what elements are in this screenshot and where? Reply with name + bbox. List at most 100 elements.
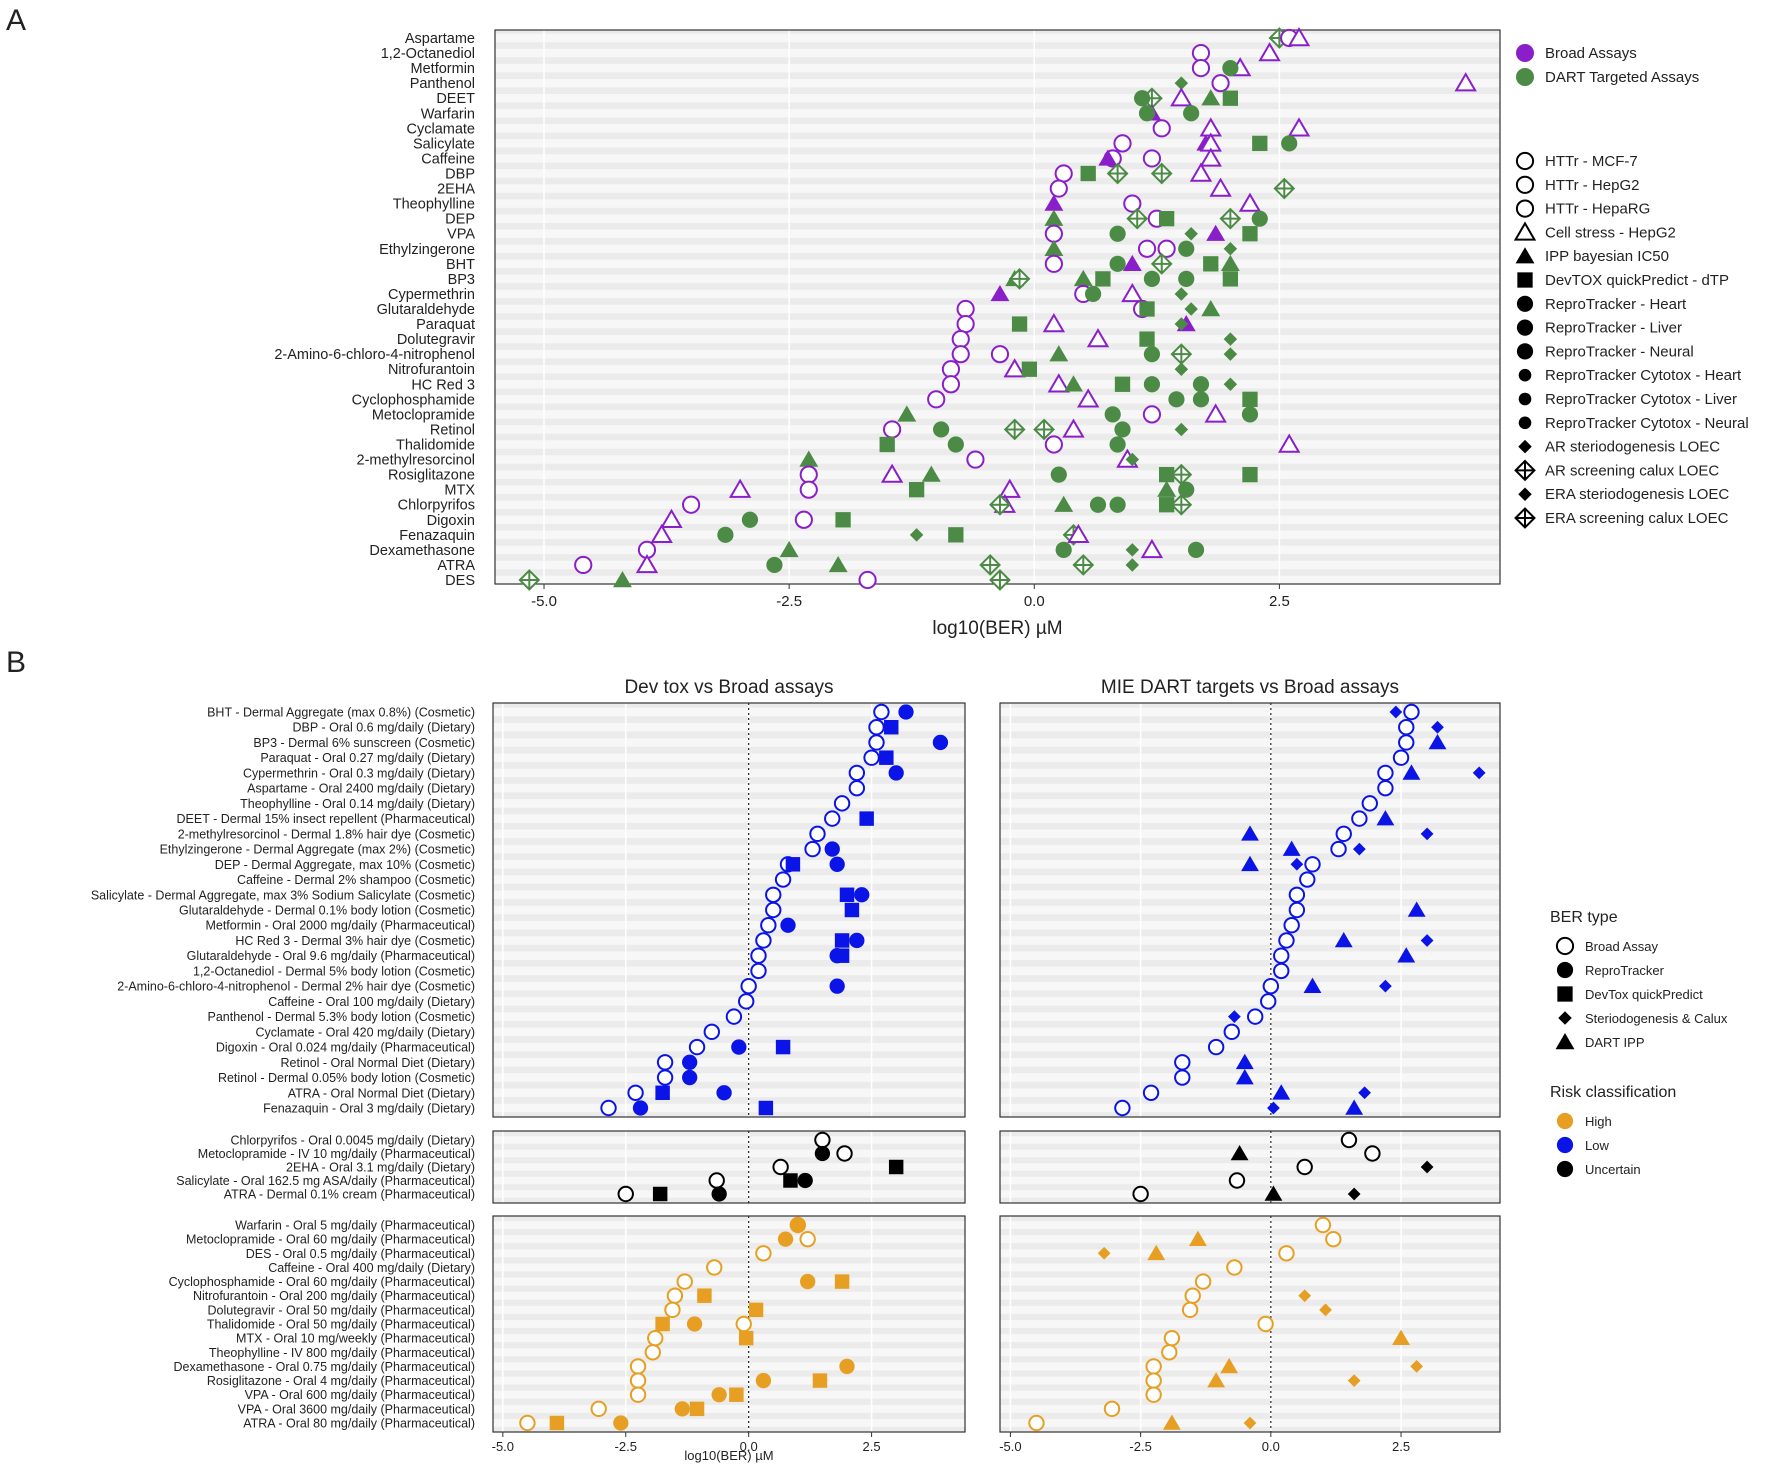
panel-b-dev-point-shape — [780, 917, 796, 933]
panel-b-mie-point — [1319, 1303, 1332, 1317]
panel-b-broad-point-shape — [1335, 825, 1352, 843]
panel-a-point-cypermethrin — [1174, 287, 1189, 301]
panel-b-broad-point — [664, 1301, 681, 1319]
panel-b-broad-point-shape — [735, 1315, 752, 1333]
panel-b-broad-point — [1163, 1329, 1181, 1347]
panel-b-row-band — [493, 1149, 965, 1158]
panel-a-ytick-label: DEET — [436, 91, 475, 107]
panel-a-color-legend-key-shape — [1516, 44, 1534, 62]
panel-b-row-band — [493, 1404, 965, 1413]
panel-b-dev-point — [738, 1330, 754, 1346]
panel-b-broad-point-shape — [1181, 1301, 1199, 1319]
panel-a-point-glutaraldehyde — [1184, 302, 1198, 316]
panel-b-broad-point — [1260, 993, 1277, 1010]
panel-a-ytick-label: 1,2-Octanediol — [381, 46, 475, 62]
panel-a-point-bht-shape — [1203, 256, 1219, 272]
panel-b-dev-point-shape — [844, 902, 860, 918]
panel-b-broad-point — [1142, 1084, 1160, 1101]
panel-b-broad-point-shape — [772, 1158, 789, 1176]
panel-b-mie-point — [1420, 1160, 1434, 1174]
panel-a-point-paraquat-shape — [1174, 317, 1189, 331]
panel-b-ber-legend-key-shape — [1555, 936, 1575, 956]
panel-b-xtick-label: -2.5 — [615, 1439, 637, 1454]
panel-a-point-2-methylresorcinol-shape — [799, 450, 819, 467]
panel-a-xtick-label: -5.0 — [531, 593, 557, 610]
panel-b-frame — [492, 702, 966, 1118]
panel-b-broad-point — [809, 825, 826, 843]
panel-b-mie-point — [1376, 810, 1395, 826]
panel-b-broad-point-shape — [1145, 1358, 1162, 1375]
panel-a-point-bht — [1203, 256, 1219, 272]
panel-a-point-nitrofurantoin-shape — [941, 360, 961, 379]
panel-a-ytick-label: DEP — [445, 212, 475, 228]
panel-b-mie-point — [1334, 931, 1353, 948]
panel-a-point-bht — [1150, 252, 1173, 275]
panel-b-dev-point — [829, 978, 845, 994]
panel-a-row-band — [495, 530, 1500, 540]
panel-a-shape-legend-label: IPP bayesian IC50 — [1545, 248, 1669, 265]
panel-a-shape-legend-key — [1515, 199, 1535, 218]
panel-b-dev-point — [898, 704, 914, 720]
panel-b-xtick-label: -5.0 — [999, 1439, 1021, 1454]
panel-b-row-band — [1000, 1390, 1500, 1399]
panel-a-point-dep — [1044, 209, 1064, 226]
panel-b-dev-point — [716, 1085, 732, 1101]
panel-a-ytick-label: Metoclopramide — [372, 407, 475, 423]
panel-b-dev-point-shape — [682, 1069, 698, 1086]
panel-a-color-legend-key-shape — [1516, 68, 1534, 86]
panel-a-point-2-methylresorcinol — [1125, 452, 1140, 467]
panel-a-row-band — [495, 184, 1500, 193]
panel-a-point-ethylzingerone — [1137, 239, 1157, 258]
panel-a-point-des — [613, 571, 632, 588]
panel-a-point-atra-shape — [635, 553, 659, 574]
panel-a-point-dexamethasone — [1187, 541, 1205, 558]
panel-b-row-label: Cypermethrin - Oral 0.3 mg/daily (Dietar… — [243, 766, 475, 780]
panel-a-point-fenazaquin — [1067, 523, 1090, 544]
panel-b-dev-point-shape — [682, 1054, 698, 1070]
panel-a-ytick-label: Paraquat — [416, 317, 475, 333]
panel-a-point-digoxin — [660, 508, 683, 528]
panel-b-mie-point-shape — [1392, 1329, 1410, 1345]
panel-a-xtick-label: 0.0 — [1024, 593, 1045, 610]
panel-a-shape-legend-key — [1518, 416, 1532, 430]
panel-b-broad-point-shape — [1314, 1216, 1332, 1234]
panel-b-dev-point-shape — [879, 750, 894, 765]
panel-a-point-rosiglitazone — [880, 463, 904, 483]
panel-a-point-dep-shape — [1044, 209, 1064, 226]
panel-a-point-thalidomide-shape — [1109, 436, 1126, 453]
panel-b-ber-legend-label: ReproTracker — [1585, 963, 1665, 978]
panel-a: A Aspartame1,2-OctanediolMetforminPanthen… — [6, 4, 1749, 639]
panel-b-broad-point — [765, 886, 782, 903]
panel-b-mie-point-shape — [1220, 1357, 1239, 1374]
panel-b-row-band — [1000, 905, 1500, 915]
panel-b-row-band — [1000, 1376, 1500, 1385]
panel-a-shape-legend-key-shape — [1518, 392, 1532, 406]
panel-a-point-retinol — [1114, 421, 1131, 438]
panel-a-point-dep — [1158, 211, 1175, 227]
panel-a-shape-legend-key — [1515, 175, 1535, 194]
panel-b-broad-point-shape — [1364, 1145, 1381, 1162]
panel-a-shape-legend-key-shape — [1515, 199, 1535, 218]
panel-a-ytick-label: VPA — [447, 227, 475, 243]
panel-b-dev-point — [790, 1217, 806, 1233]
panel-b-row-band — [1000, 753, 1500, 762]
panel-b-broad-point-shape — [519, 1414, 536, 1432]
panel-a-point-dolutegravir-shape — [1223, 332, 1238, 346]
panel-a-point-hc-red-3 — [1223, 377, 1238, 392]
panel-b-mie-point-shape — [1282, 840, 1301, 856]
panel-a-shape-legend-key — [1516, 343, 1534, 360]
panel-a-point-mtx-shape — [998, 478, 1021, 498]
panel-b-broad-point-shape — [863, 749, 880, 766]
panel-a-point-2eha — [1273, 177, 1296, 200]
panel-a-point-hc-red-3-shape — [1192, 376, 1210, 393]
panel-a-row-band — [495, 33, 1500, 43]
panel-b-broad-point-shape — [750, 947, 767, 964]
panel-b-ber-legend-key-shape — [1558, 1011, 1572, 1025]
panel-b-row-label: Caffeine - Dermal 2% shampoo (Cosmetic) — [237, 873, 475, 887]
panel-b-mie-point-shape — [1162, 1414, 1181, 1430]
panel-b-row-band — [1000, 768, 1500, 778]
panel-b-broad-point — [836, 1145, 853, 1162]
panel-a-point-dep-shape — [1158, 211, 1175, 227]
panel-b-row-band — [493, 1176, 965, 1185]
panel-a-row-band — [495, 274, 1500, 284]
